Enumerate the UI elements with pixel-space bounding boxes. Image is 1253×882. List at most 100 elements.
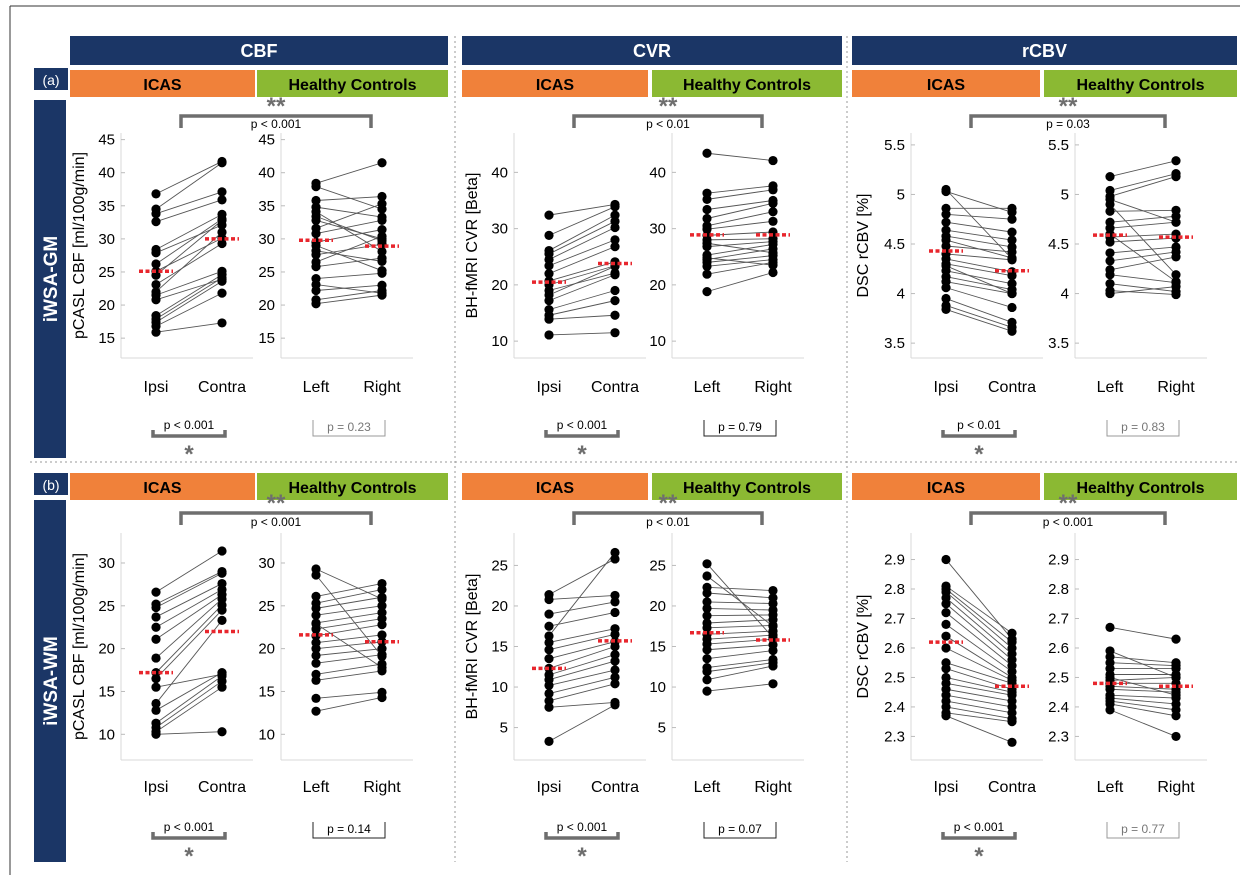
panel-iwsa-gm-rcbv-between-p: p = 0.03 [1046, 117, 1090, 131]
panel-iwsa-wm-rcbv-hc-tick-label: 2.5 [1048, 669, 1069, 686]
panel-iwsa-wm-cvr-icas-tick-label: 5 [500, 720, 508, 737]
panel-iwsa-gm-rcbv-icas-tick-label: 5 [897, 186, 905, 203]
panel-iwsa-wm-cvr-hc-tick-label: 25 [649, 557, 666, 574]
panel-iwsa-gm-rcbv-icas-point [1007, 242, 1017, 252]
panel-iwsa-gm-cvr-hc-point [768, 260, 778, 270]
panel-iwsa-gm-cbf-icas-pair-line [155, 278, 223, 301]
panel-iwsa-gm-rcbv-icas-point [1007, 288, 1017, 299]
panel-iwsa-wm-cvr-hc-pair-line [706, 665, 774, 681]
panel-iwsa-gm-cvr-hc-point [768, 181, 778, 191]
group-label-icas: ICAS [536, 480, 575, 497]
panel-iwsa-wm-cbf-hc-point [377, 608, 387, 618]
panel-iwsa-wm-cbf-icas-point [151, 622, 161, 632]
panel-iwsa-wm-rcbv-hc-pair-line [1109, 677, 1177, 681]
panel-iwsa-gm-cbf-icas-category-label: Contra [198, 379, 246, 396]
panel-iwsa-wm-rcbv-icas-pair-line [945, 668, 1013, 690]
panel-iwsa-gm-cbf-hc-point [311, 295, 321, 305]
panel-iwsa-wm-cbf-hc-pair-line [315, 634, 383, 644]
panel-iwsa-gm-cbf-icas-point [217, 156, 227, 167]
panel-iwsa-gm-cvr-icas-point [544, 305, 554, 315]
panel-iwsa-wm-cbf-icas-pair-line [155, 550, 223, 593]
panel-iwsa-gm-cbf-icas-pair-line [155, 274, 223, 317]
panel-label-box [34, 68, 68, 90]
panel-iwsa-gm-cvr-icas-tick-label: 40 [491, 164, 508, 181]
group-bar-icas [852, 473, 1040, 500]
panel-iwsa-wm-cbf-hc-pair-line [315, 568, 383, 600]
panel-iwsa-gm-cbf-between-bracket [179, 114, 373, 128]
panel-iwsa-wm-rcbv-hc-point [1105, 672, 1115, 683]
panel-iwsa-gm-cbf-hc-point [377, 158, 387, 168]
panel-iwsa-wm-rcbv-icas-pair-line [945, 682, 1013, 696]
panel-iwsa-wm-rcbv-hc-pair-line [1109, 697, 1177, 705]
panel-iwsa-gm-rcbv-icas-pair-line [945, 229, 1013, 241]
panel-iwsa-gm-cbf-icas-p-value: p < 0.001 [164, 418, 215, 432]
column-header [70, 36, 448, 65]
panel-iwsa-wm-cbf-between-star: ** [267, 490, 286, 517]
group-label-healthy: Healthy Controls [683, 77, 811, 94]
panel-iwsa-wm-cbf-hc-point [311, 658, 321, 668]
panel-iwsa-wm-cbf-icas-point [217, 615, 227, 625]
panel-iwsa-wm-rcbv-hc-tick-label: 2.8 [1048, 581, 1069, 598]
panel-iwsa-gm-cvr-hc-point [702, 221, 712, 231]
panel-iwsa-wm-cbf-icas-point [151, 587, 161, 597]
panel-iwsa-wm-cbf-hc-p-value: p = 0.14 [327, 822, 371, 836]
panel-iwsa-gm-cbf-icas-pair-line [155, 237, 223, 272]
panel-iwsa-gm-rcbv-hc-category-label: Right [1157, 379, 1195, 396]
panel-iwsa-gm-cvr-icas-point [610, 210, 620, 220]
panel-iwsa-gm-cbf-hc-pair-line [315, 196, 383, 201]
panel-iwsa-gm-cvr-icas-point [544, 285, 554, 296]
panel-iwsa-wm-cbf-hc-tick-label: 25 [258, 598, 275, 615]
panel-iwsa-wm-cvr-hc-pair-line [706, 586, 774, 592]
panel-iwsa-gm-cbf-hc-point [311, 178, 321, 188]
panel-iwsa-wm-rcbv-hc-bracket [1106, 822, 1180, 839]
panel-iwsa-wm-cvr-icas-star: * [577, 843, 587, 870]
column-header [852, 36, 1237, 65]
panel-iwsa-wm-cbf-icas-point [217, 578, 227, 589]
panel-iwsa-gm-cbf-icas-pair-line [155, 224, 223, 254]
panel-iwsa-wm-rcbv-hc-point [1105, 646, 1115, 656]
panel-iwsa-gm-cvr-hc-pair-line [706, 248, 774, 261]
panel-iwsa-gm-rcbv-icas-pair-line [945, 287, 1013, 308]
panel-iwsa-wm-cbf-hc-pair-line [315, 605, 383, 616]
panel-iwsa-wm-cvr-hc-point [768, 585, 778, 596]
panel-iwsa-gm-cvr-icas-category-label: Ipsi [537, 379, 562, 396]
panel-iwsa-wm-cbf-hc-pair-line [315, 663, 383, 675]
panel-iwsa-gm-cvr-icas-pair-line [548, 290, 616, 311]
panel-iwsa-wm-cbf-icas-point [151, 682, 161, 692]
group-bar-healthy [257, 473, 448, 500]
panel-iwsa-gm-cbf-icas-pair-line [155, 292, 223, 327]
panel-iwsa-gm-rcbv-hc-bracket [1106, 420, 1180, 437]
panel-iwsa-wm-cbf-hc-pair-line [315, 618, 383, 630]
panel-iwsa-gm-cvr-hc-tick-label: 20 [649, 277, 666, 294]
panel-iwsa-wm-cbf-icas-pair-line [155, 680, 223, 728]
panel-iwsa-wm-cbf-icas-pair-line [155, 572, 223, 608]
panel-iwsa-wm-rcbv-icas-tick-label: 2.3 [884, 728, 905, 745]
panel-iwsa-wm-cvr-hc-point [768, 621, 778, 631]
panel-iwsa-gm-cbf-icas-point [151, 244, 161, 255]
panel-iwsa-wm-rcbv-hc-tick-label: 2.4 [1048, 699, 1069, 716]
panel-iwsa-gm-cbf-icas-point [217, 266, 227, 276]
panel-iwsa-gm-rcbv-hc-category-label: Left [1097, 379, 1124, 396]
panel-iwsa-wm-cbf-icas-category-label: Contra [198, 779, 246, 796]
panel-iwsa-wm-cbf-icas-pair-line [155, 675, 223, 724]
panel-iwsa-gm-rcbv-hc-point [1105, 194, 1115, 205]
panel-iwsa-wm-cvr-between-p: p < 0.01 [646, 515, 690, 529]
column-header-label: CBF [241, 41, 278, 61]
panel-iwsa-gm-rcbv-hc-point [1105, 206, 1115, 216]
panel-iwsa-gm-cvr-icas-point [610, 242, 620, 252]
panel-iwsa-gm-cbf-icas-point [217, 318, 227, 328]
panel-iwsa-gm-cvr-icas-pair-line [548, 227, 616, 260]
panel-iwsa-wm-rcbv-hc-point [1105, 622, 1115, 632]
panel-iwsa-wm-cbf-hc-pair-line [315, 596, 383, 609]
panel-iwsa-wm-cvr-icas-point [544, 645, 554, 655]
panel-iwsa-gm-cvr-hc-point [768, 248, 778, 258]
column-header-label: CVR [633, 41, 671, 61]
panel-iwsa-gm-cbf-hc-point [311, 202, 321, 212]
panel-iwsa-gm-rcbv-hc-pair-line [1109, 251, 1177, 262]
panel-iwsa-wm-cvr-icas-pair-line [548, 676, 616, 694]
panel-iwsa-wm-cvr-icas-tick-label: 15 [491, 639, 508, 656]
panel-iwsa-gm-cbf-between-p: p < 0.001 [251, 117, 302, 131]
panel-iwsa-gm-cbf-hc-point [377, 288, 387, 298]
panel-iwsa-wm-cvr-hc-point [702, 675, 712, 685]
panel-iwsa-wm-rcbv-hc-point [1171, 634, 1181, 644]
